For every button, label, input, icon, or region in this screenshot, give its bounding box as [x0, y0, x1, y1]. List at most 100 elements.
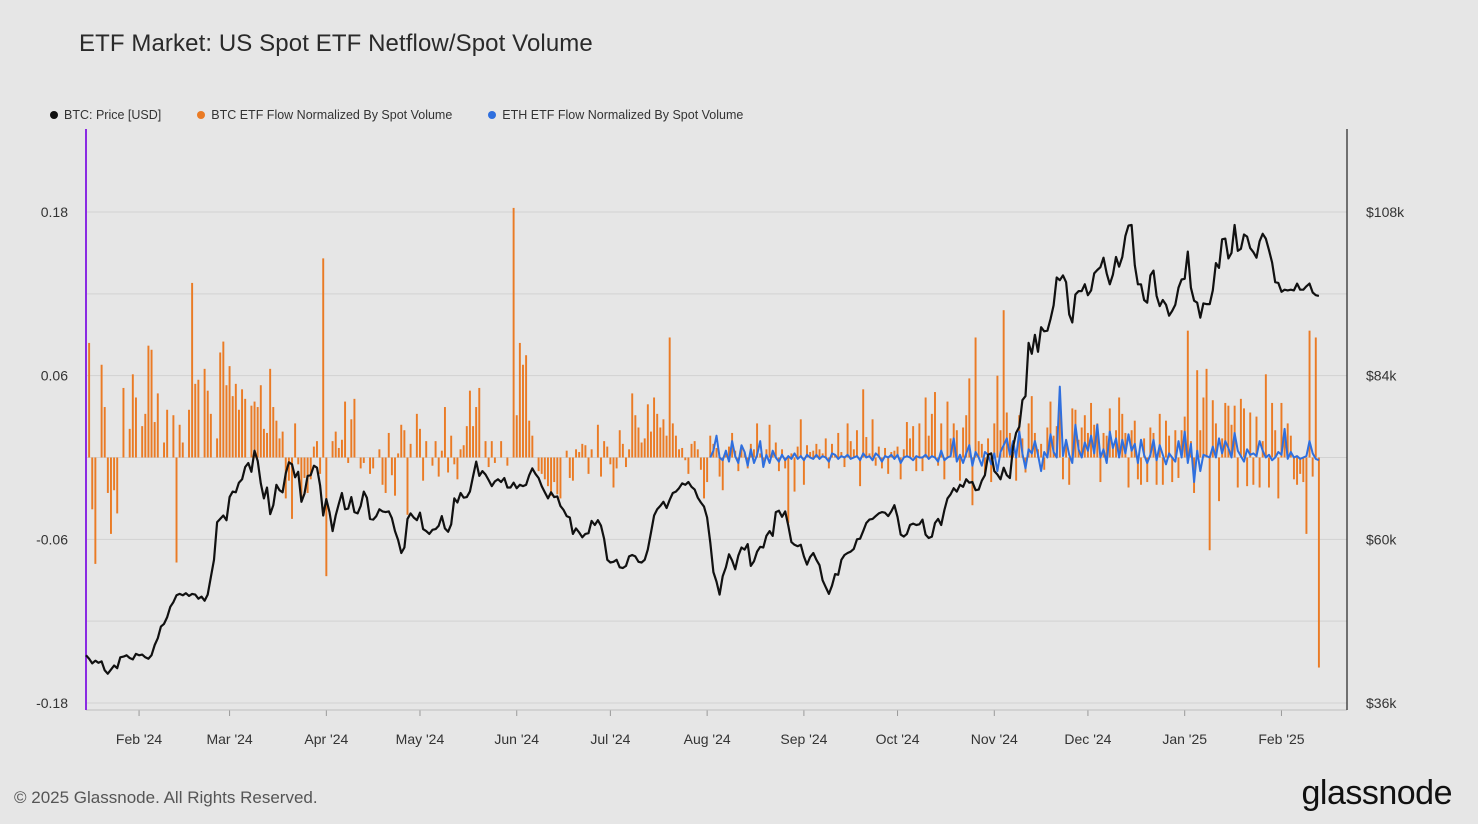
btc-etf-flow-bar — [188, 409, 190, 458]
btc-etf-flow-bar — [191, 282, 194, 458]
btc-etf-flow-bar — [163, 442, 165, 458]
btc-etf-flow-bar — [668, 337, 671, 458]
btc-etf-flow-bar — [1046, 427, 1049, 458]
btc-etf-flow-bar — [1086, 432, 1089, 458]
btc-etf-flow-bar — [437, 457, 440, 477]
btc-etf-flow-bar — [634, 415, 637, 458]
btc-etf-flow-bar — [172, 415, 175, 458]
btc-etf-flow-bar — [631, 393, 634, 458]
btc-etf-flow-bar — [1264, 374, 1267, 458]
btc-etf-flow-bar — [384, 457, 387, 493]
btc-etf-flow-bar — [110, 457, 112, 534]
btc-etf-flow-bar — [359, 457, 362, 469]
legend-item-eth-etf-flow[interactable]: ETH ETF Flow Normalized By Spot Volume — [488, 108, 743, 122]
btc-etf-flow-bar — [256, 407, 259, 458]
btc-etf-flow-bar — [849, 441, 852, 458]
btc-etf-flow-bar — [409, 443, 412, 458]
x-tick-label: Dec '24 — [1064, 731, 1111, 747]
btc-etf-flow-bar — [116, 457, 119, 514]
btc-etf-flow-bar — [968, 378, 971, 458]
x-tick-label: Jun '24 — [494, 731, 539, 747]
btc-etf-flow-bar — [275, 420, 278, 458]
btc-etf-flow-bar — [993, 423, 996, 458]
btc-etf-flow-bar — [674, 435, 677, 458]
btc-etf-flow-bar — [893, 450, 896, 458]
btc-etf-flow-bar — [478, 387, 481, 458]
btc-etf-flow-bar — [912, 426, 915, 458]
btc-etf-flow-bar — [128, 428, 131, 458]
btc-etf-flow-bar — [718, 457, 721, 477]
btc-etf-flow-bar — [209, 413, 212, 458]
btc-etf-flow-bar — [465, 426, 468, 458]
btc-etf-flow-bar — [347, 457, 350, 463]
btc-etf-flow-bar — [456, 457, 459, 480]
legend-item-btc-etf-flow[interactable]: BTC ETF Flow Normalized By Spot Volume — [197, 108, 452, 122]
btc-etf-flow-bar — [965, 415, 968, 458]
btc-etf-flow-bar — [1096, 423, 1099, 458]
btc-etf-flow-bar — [546, 457, 549, 487]
btc-etf-flow-bar — [571, 457, 574, 481]
x-tick-label: Mar '24 — [206, 731, 252, 747]
btc-etf-flow-bar — [699, 457, 702, 470]
btc-etf-flow-bar — [1252, 457, 1255, 485]
btc-etf-flow-bar — [1155, 457, 1158, 485]
btc-etf-flow-bar — [1308, 330, 1311, 458]
btc-etf-flow-bar — [1130, 430, 1133, 458]
btc-etf-flow-bar — [1255, 416, 1258, 458]
btc-etf-flow-bar — [543, 457, 546, 480]
btc-etf-flow-bar — [909, 438, 911, 458]
btc-etf-flow-bar — [809, 452, 812, 458]
btc-etf-flow-bar — [958, 457, 961, 481]
btc-etf-flow-bar — [1105, 435, 1108, 458]
btc-etf-flow-bar — [765, 449, 768, 458]
btc-etf-flow-bar — [297, 457, 300, 465]
btc-etf-flow-bar — [175, 457, 178, 563]
btc-etf-flow-bar — [812, 450, 815, 458]
btc-etf-flow-bar — [1068, 457, 1071, 485]
btc-etf-flow-bar — [403, 430, 406, 458]
btc-etf-flow-bar — [553, 457, 556, 483]
btc-etf-flow-bar — [902, 449, 905, 458]
btc-etf-flow-bar — [381, 457, 384, 485]
legend-item-btc-price[interactable]: BTC: Price [USD] — [50, 108, 161, 122]
btc-etf-flow-bar — [400, 424, 403, 458]
btc-etf-flow-bar — [609, 457, 612, 465]
btc-etf-flow-bar — [1283, 438, 1286, 458]
btc-etf-flow-bar — [575, 449, 578, 458]
x-tick-label: Feb '24 — [116, 731, 162, 747]
btc-etf-flow-bar — [537, 457, 540, 472]
btc-etf-flow-bar — [303, 457, 306, 478]
btc-etf-flow-bar — [721, 457, 724, 491]
btc-etf-flow-bar — [1214, 423, 1217, 458]
btc-etf-flow-bar — [1221, 438, 1224, 458]
btc-etf-flow-bar — [793, 457, 796, 492]
btc-etf-flow-bar — [1043, 457, 1046, 470]
y-right-tick-label: $84k — [1366, 368, 1397, 384]
btc-etf-flow-bar — [709, 435, 712, 458]
btc-etf-flow-bar — [665, 435, 668, 458]
btc-etf-flow-bar — [877, 446, 880, 458]
btc-etf-flow-bar — [581, 443, 584, 458]
btc-etf-flow-bar — [980, 443, 983, 458]
btc-etf-flow-bar — [269, 368, 272, 458]
btc-etf-flow-bar — [312, 446, 315, 458]
btc-etf-flow-bar — [1299, 457, 1302, 474]
btc-etf-flow-bar — [565, 450, 568, 458]
btc-etf-flow-bar — [625, 457, 627, 468]
btc-etf-flow-bar — [1121, 413, 1124, 458]
btc-etf-flow-bar — [1133, 420, 1136, 458]
btc-etf-flow-bar — [294, 423, 297, 458]
btc-etf-flow-bar — [253, 401, 256, 458]
btc-etf-flow-bar — [528, 420, 531, 458]
btc-etf-flow-bar — [281, 431, 284, 458]
btc-etf-flow-bar — [628, 449, 631, 458]
btc-etf-flow-bar — [1205, 368, 1208, 458]
btc-etf-flow-bar — [219, 352, 222, 458]
btc-etf-flow-bar — [1317, 457, 1320, 668]
btc-etf-flow-bar — [94, 457, 97, 564]
btc-etf-flow-bar — [259, 385, 262, 458]
btc-etf-flow-bar — [300, 457, 303, 499]
btc-etf-flow-bar — [706, 457, 709, 483]
btc-etf-flow-bar — [1314, 337, 1317, 458]
